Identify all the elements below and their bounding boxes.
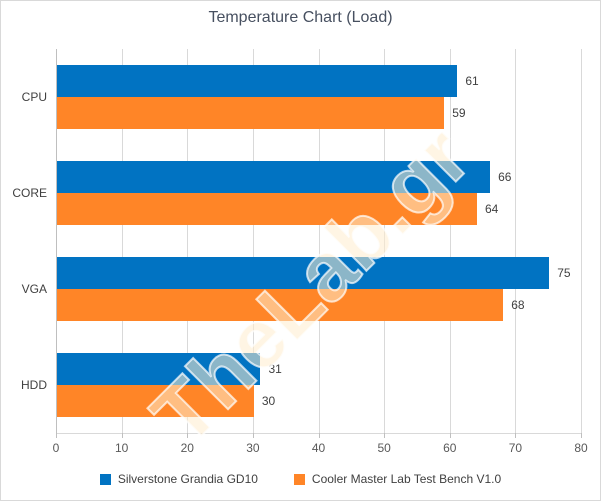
value-label-hdd-series-1: 30	[261, 394, 276, 408]
gridline-x-50	[384, 49, 386, 433]
value-label-vga-series-0: 75	[557, 266, 571, 280]
value-label-cpu-series-1: 59	[452, 106, 466, 120]
category-label-core: CORE	[12, 186, 47, 200]
value-label-cpu-series-0: 61	[465, 74, 479, 88]
gridline-x-60	[449, 49, 451, 433]
x-tick-label-10: 10	[114, 441, 129, 455]
x-tick-label-60: 60	[443, 441, 457, 455]
category-label-vga: VGA	[21, 282, 47, 296]
gridline-x-40	[318, 49, 320, 433]
x-tick-label-0: 0	[52, 441, 60, 455]
plot-area: 61 59 66 64 75 68 31 30	[56, 49, 582, 433]
legend-item-coolermaster: Cooler Master Lab Test Bench V1.0	[293, 472, 502, 486]
x-tick-label-50: 50	[377, 441, 391, 455]
gridline-x-10	[121, 49, 123, 433]
tick-mark-x-70	[515, 433, 517, 438]
x-tick-label-30: 30	[246, 441, 260, 455]
gridline-x-30	[252, 49, 254, 433]
value-label-vga-series-1: 68	[511, 298, 525, 312]
tick-mark-x-50	[384, 433, 386, 438]
tick-mark-x-80	[581, 433, 582, 438]
value-label-core-series-0: 66	[498, 170, 512, 184]
category-label-hdd: HDD	[21, 378, 47, 392]
bar-hdd-series-1	[57, 385, 254, 417]
bar-hdd-series-0	[57, 353, 261, 385]
x-tick-label-40: 40	[311, 441, 326, 455]
x-tick-label-70: 70	[508, 441, 523, 455]
chart-title: Temperature Chart (Load)	[208, 9, 393, 26]
tick-mark-x-20	[187, 433, 189, 438]
bar-core-series-1	[57, 193, 477, 225]
legend-label-coolermaster: Cooler Master Lab Test Bench V1.0	[311, 472, 502, 486]
legend-item-silverstone: Silverstone Grandia GD10	[99, 472, 258, 486]
bar-cpu-series-0	[57, 65, 458, 97]
bar-vga-series-1	[57, 289, 504, 321]
legend-swatch-blue-icon	[99, 473, 111, 485]
value-label-hdd-series-0: 31	[268, 362, 282, 376]
value-label-core-series-1: 64	[485, 202, 499, 216]
tick-mark-x-0	[56, 433, 57, 438]
gridline-x-80	[581, 49, 582, 433]
x-tick-label-80: 80	[574, 441, 588, 455]
tick-mark-x-30	[252, 433, 254, 438]
bar-vga-series-0	[57, 257, 550, 289]
y-axis-line	[56, 49, 57, 433]
tick-mark-x-40	[318, 433, 320, 438]
legend-label-silverstone: Silverstone Grandia GD10	[117, 472, 258, 486]
gridline-x-20	[187, 49, 189, 433]
legend: Silverstone Grandia GD10 Cooler Master L…	[1, 472, 600, 486]
tick-mark-x-60	[449, 433, 451, 438]
gridline-x-70	[515, 49, 517, 433]
legend-swatch-orange-icon	[293, 473, 305, 485]
category-label-cpu: CPU	[21, 90, 47, 104]
tick-mark-x-10	[121, 433, 123, 438]
bar-cpu-series-1	[57, 97, 445, 129]
bar-core-series-0	[57, 161, 491, 193]
x-tick-label-20: 20	[180, 441, 194, 455]
